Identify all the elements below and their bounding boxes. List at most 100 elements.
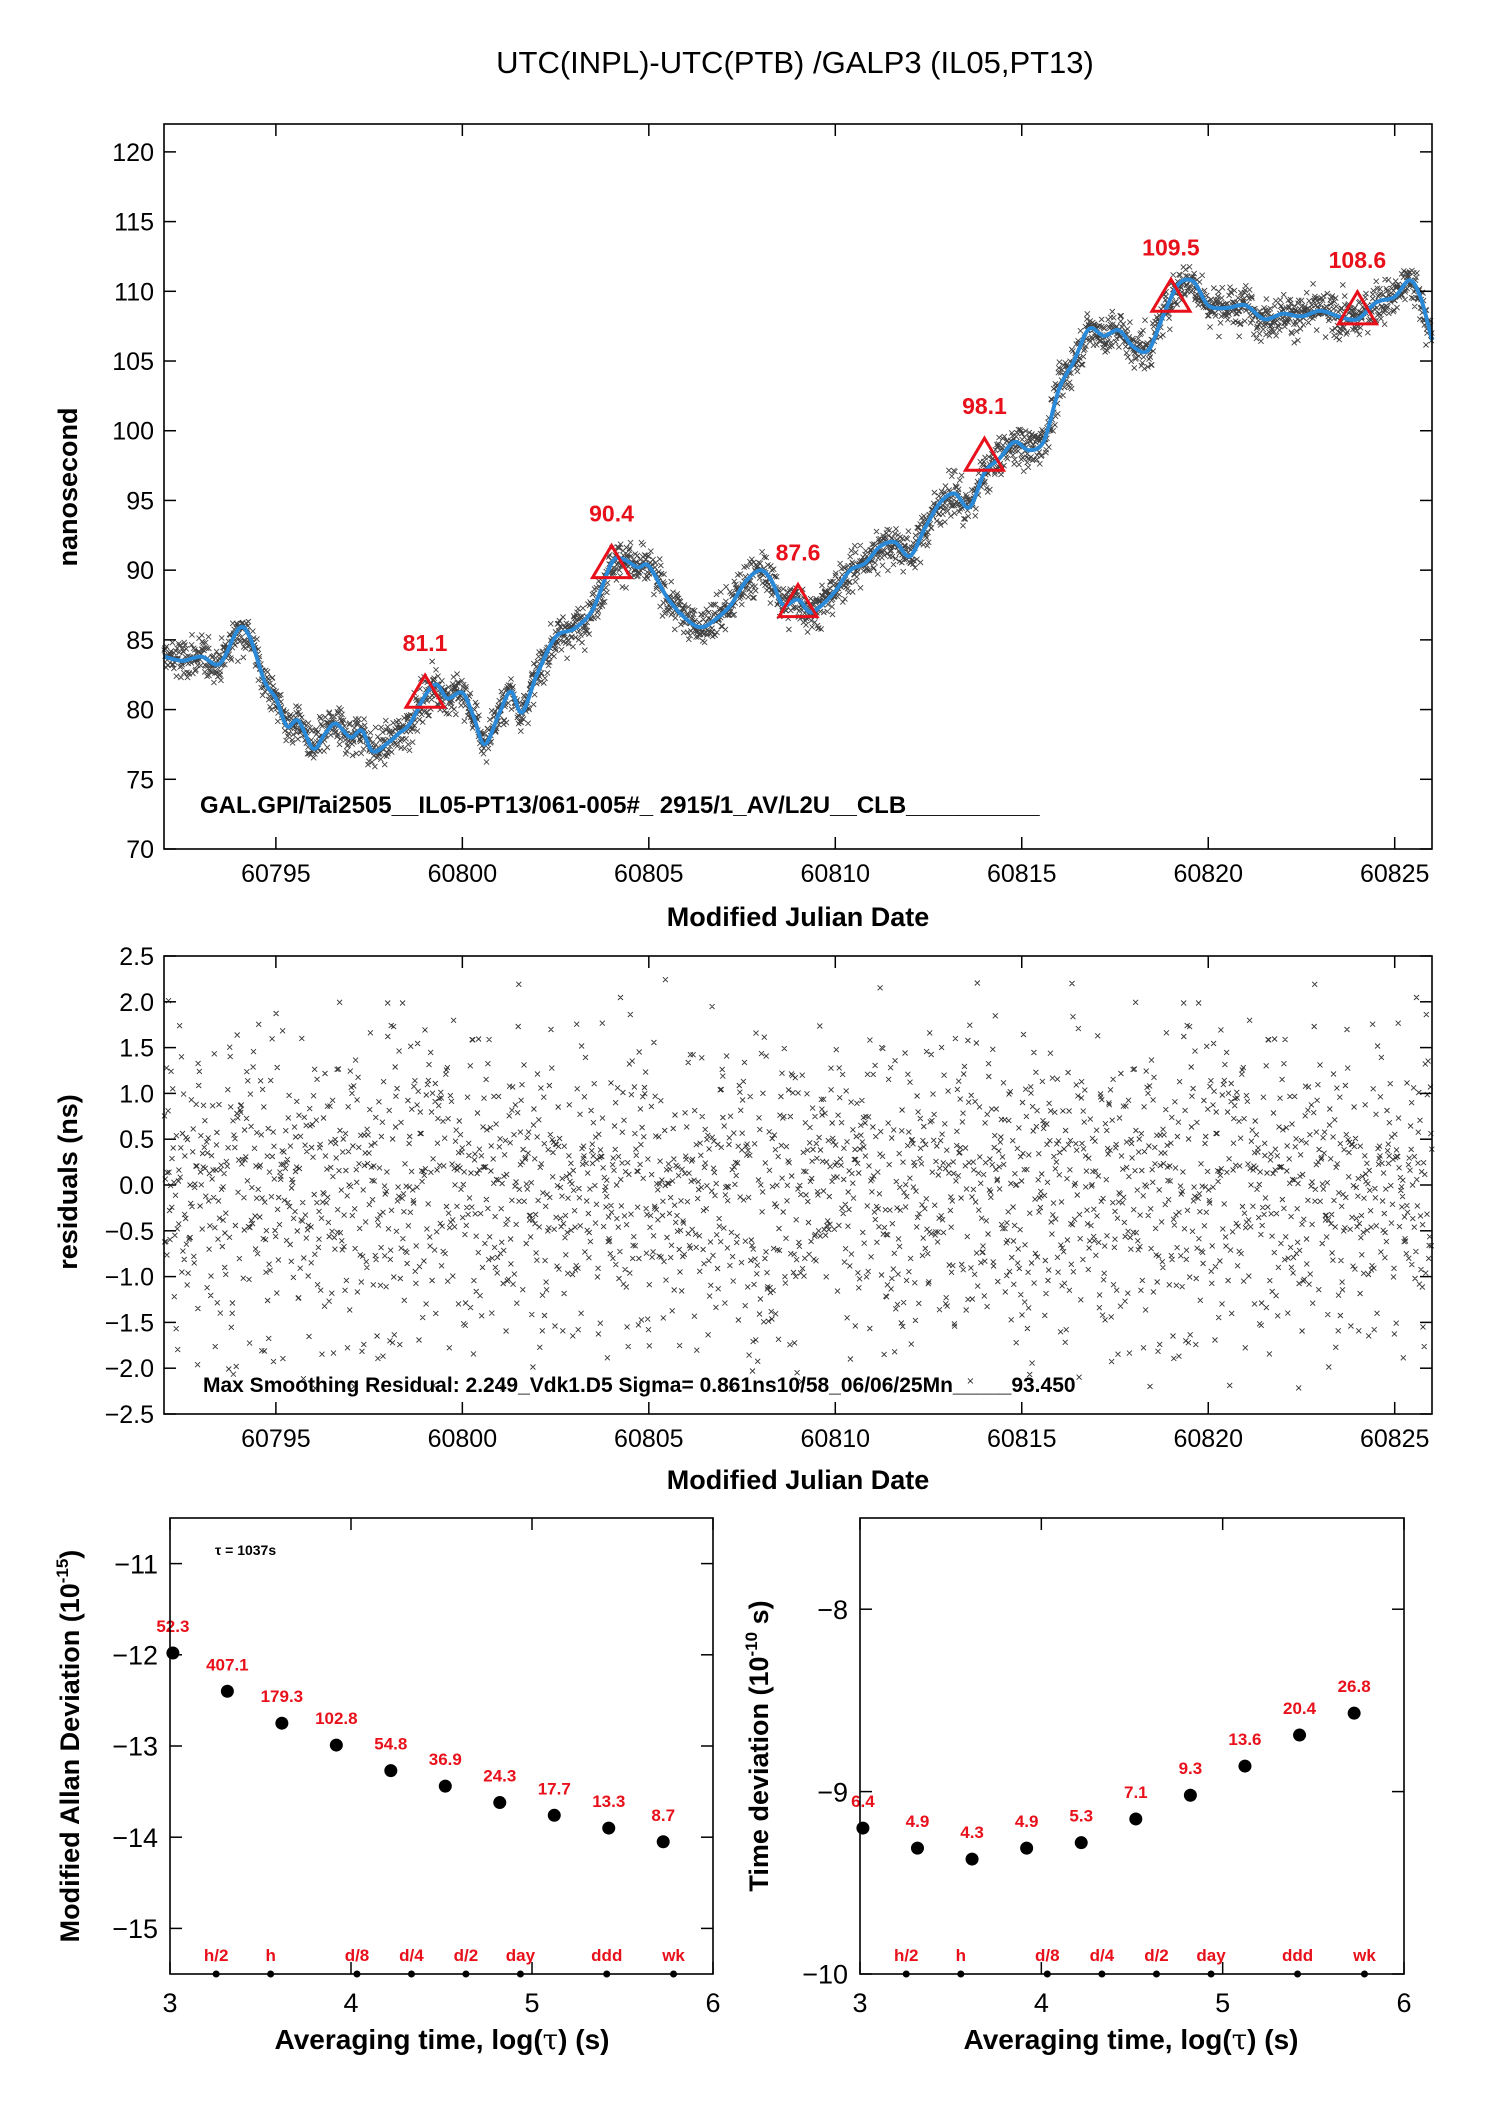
dev-point-label: 24.3 [483,1767,516,1786]
marker-label: 108.6 [1329,247,1387,273]
ref-label: d/2 [454,1946,479,1965]
dev-point [1238,1759,1252,1773]
dev-point [547,1808,561,1822]
dev-point [1183,1788,1197,1802]
mdev-y-axis-label: Modified Allan Deviation (10-15) [53,1550,85,1943]
x-tick-label: 60810 [801,1425,871,1453]
dev-point [493,1796,507,1810]
residual-annotation: Max Smoothing Residual: 2.249_Vdk1.D5 Si… [203,1374,1076,1397]
y-tick-label: 115 [114,209,154,237]
y-tick-label: 95 [126,487,154,515]
residuals-panel: 60795 60800 60805 60810 60815 60820 60825 −2.5 −… [53,943,1435,1495]
x-tick-label: 60795 [241,1425,311,1453]
ref-label: day [506,1946,536,1965]
mdev-plot-frame [169,1517,714,1975]
smooth-line [163,277,1434,754]
dev-point-label: 54.8 [374,1735,407,1754]
main-annotation: GAL.GPI/Tai2505__IL05-PT13/061-005#_ 291… [200,792,1040,819]
ref-label: day [1196,1946,1226,1965]
x-tick-label: 60800 [428,860,498,888]
tdev-y-axis-label: Time deviation (10-10 s) [742,1600,774,1891]
dev-point-label: 26.8 [1338,1677,1371,1696]
tdev-reference-marks: h/2 h d/8 d/4 d/2 day ddd wk [894,1946,1376,1978]
y-tick-label: 105 [112,348,154,376]
y-tick-label: 0.5 [119,1126,154,1154]
dev-point [965,1852,979,1866]
y-tick-label: −1.0 [105,1264,154,1292]
marker-triangle [776,581,820,619]
dev-point [602,1821,616,1835]
main-axis-ticks: 60795 60800 60805 60810 60815 60820 60825 70 75 8… [112,124,1432,888]
marker-label: 87.6 [776,540,821,566]
mdev-reference-marks: h/2 h d/8 d/4 d/2 day ddd wk [204,1946,685,1978]
ref-label: h [265,1946,275,1965]
x-tick-label: 60825 [1360,860,1430,888]
y-tick-label: −14 [112,1823,158,1853]
main-x-axis-label: Modified Julian Date [667,902,930,932]
ref-label: d/4 [399,1946,424,1965]
ref-label: d/4 [1090,1946,1115,1965]
ref-label: h/2 [204,1946,229,1965]
dev-point-label: 407.1 [206,1655,249,1674]
mdev-panel: 3 4 5 6 −15 −14 −13 −12 −11 h/2 h d/8 d/4 d/2 day ddd w… [53,1517,721,2056]
y-tick-label: −2.5 [105,1401,154,1429]
x-tick-label: 60820 [1173,1425,1243,1453]
y-tick-label: 2.5 [119,943,154,971]
marker-triangle [1335,288,1380,326]
x-tick-label: 60815 [987,860,1057,888]
y-tick-label: 1.5 [119,1035,154,1063]
y-tick-label: −11 [114,1549,158,1579]
y-tick-label: −0.5 [105,1218,154,1246]
tdev-plot-frame [859,1517,1405,1975]
dev-point-label: 7.1 [1124,1783,1148,1802]
main-series-panel: 81.1 90.4 87.6 98.1 109.5 108.6 60795 60800 608… [53,123,1435,932]
dev-point [275,1716,289,1730]
dev-point-label: 17.7 [538,1779,571,1798]
dev-point [1020,1841,1034,1855]
y-tick-label: 75 [126,766,154,794]
mdev-axis-ticks: 3 4 5 6 −15 −14 −13 −12 −11 [112,1518,721,2018]
dev-point-label: 13.6 [1228,1730,1261,1749]
x-tick-label: 4 [1034,1988,1049,2018]
residual-axis-ticks: 60795 60800 60805 60810 60815 60820 60825 −2.5 −… [105,943,1432,1453]
main-y-axis-label: nanosecond [53,407,83,566]
ref-label: d/8 [1035,1946,1060,1965]
y-tick-label: 70 [126,836,154,864]
y-tick-label: 1.0 [119,1080,154,1108]
dev-point-label: 5.3 [1069,1807,1093,1826]
mdev-points: 52.3 407.1 179.3 102.8 54.8 36.9 24.3 17.7 13.3 8… [156,1617,675,1849]
x-tick-label: 3 [852,1988,867,2018]
dev-point-label: 9.3 [1179,1759,1203,1778]
main-plot-frame [163,123,1433,850]
tau-note: τ = 1037s [215,1542,276,1558]
marker-label: 109.5 [1142,234,1200,260]
dev-point [656,1835,670,1849]
y-tick-label: 0.0 [119,1172,154,1200]
dev-point [329,1738,343,1752]
y-tick-label: 2.0 [119,989,154,1017]
x-tick-label: 4 [343,1988,358,2018]
x-tick-label: 60810 [801,860,871,888]
x-tick-label: 60795 [241,860,311,888]
residual-x-axis-label: Modified Julian Date [667,1465,930,1495]
x-tick-label: 5 [1215,1988,1230,2018]
y-tick-label: 80 [126,697,154,725]
dev-point [166,1646,180,1660]
residual-y-axis-label: residuals (ns) [53,1094,83,1270]
dev-point [1347,1706,1361,1720]
x-tick-label: 60805 [614,860,684,888]
marker-label: 90.4 [589,501,634,527]
dev-point-label: 4.9 [1015,1812,1039,1831]
ref-label: h [956,1946,966,1965]
dev-point [910,1841,924,1855]
marker-triangle [962,435,1007,472]
dev-point-label: 4.9 [906,1812,930,1831]
x-tick-label: 60825 [1360,1425,1430,1453]
tdev-panel: 3 4 5 6 −10 −9 −8 h/2 h d/8 d/4 d/2 day ddd wk 6.4 4.9… [742,1517,1412,2056]
ref-label: h/2 [894,1946,919,1965]
ref-label: ddd [591,1946,622,1965]
ref-label: d/8 [345,1946,370,1965]
residual-plot-frame [163,955,1433,1415]
marker-label: 98.1 [962,393,1007,419]
